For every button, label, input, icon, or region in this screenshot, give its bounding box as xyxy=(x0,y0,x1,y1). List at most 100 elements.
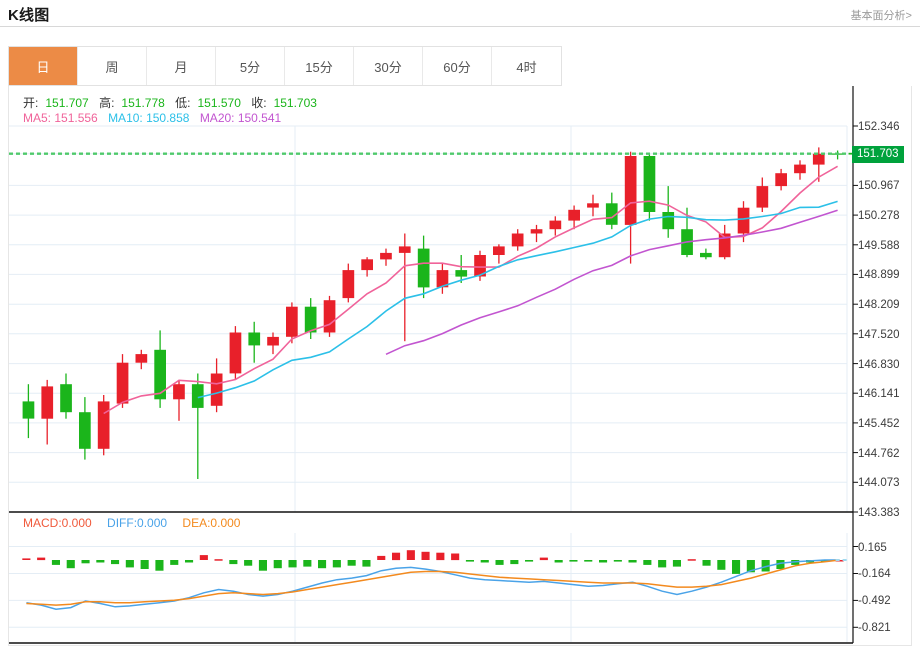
macd-histogram-bar xyxy=(628,560,637,563)
candle-body xyxy=(436,270,449,288)
candle-body xyxy=(530,229,543,234)
high-label: 高: xyxy=(99,96,115,110)
tab-label: 60分 xyxy=(443,59,471,75)
macd-dea-line xyxy=(26,559,840,606)
candle-body xyxy=(173,384,185,400)
macd-histogram-bar xyxy=(717,560,726,570)
tab-6[interactable]: 60分 xyxy=(423,47,492,85)
macd-histogram-bar xyxy=(332,560,341,568)
tab-2[interactable]: 月 xyxy=(147,47,216,85)
price-tick-label: 145.452 xyxy=(858,417,900,430)
candle-body xyxy=(286,306,298,337)
ma10-line xyxy=(197,200,838,399)
macd-histogram-bar xyxy=(761,560,770,572)
candle-body xyxy=(22,401,35,419)
macd-histogram-bar xyxy=(155,560,164,571)
macd-legend: MACD:0.000 DIFF:0.000 DEA:0.000 xyxy=(23,516,252,530)
candle-body xyxy=(756,186,769,208)
macd-histogram-bar xyxy=(539,557,548,561)
tab-4[interactable]: 15分 xyxy=(285,47,354,85)
tab-3[interactable]: 5分 xyxy=(216,47,285,85)
tab-label: 30分 xyxy=(374,59,402,75)
price-tick-label: 150.967 xyxy=(858,180,900,193)
chart-container[interactable]: 开: 151.707 高: 151.778 低: 151.570 收: 151.703 … xyxy=(8,86,912,646)
high-value: 151.778 xyxy=(121,96,165,110)
tab-5[interactable]: 30分 xyxy=(354,47,423,85)
ma-legend: MA5: 151.556 MA10: 150.858 MA20: 150.541 xyxy=(23,111,288,125)
macd-histogram-bar xyxy=(569,560,578,562)
price-tick-label: 150.278 xyxy=(858,210,900,223)
macd-histogram-bar xyxy=(81,560,90,564)
candle-body xyxy=(323,300,336,333)
tab-label: 15分 xyxy=(305,59,333,75)
page-header: K线图 基本面分析> xyxy=(0,0,920,27)
macd-tick-label: 0.165 xyxy=(858,541,887,554)
macd-histogram-bar xyxy=(303,560,312,567)
ma20-line xyxy=(385,209,838,356)
candle-body xyxy=(97,401,110,449)
macd-tick-label: -0.821 xyxy=(858,622,891,635)
tab-7[interactable]: 4时 xyxy=(492,47,561,85)
candle-body xyxy=(587,203,599,208)
candle-body xyxy=(41,386,54,419)
macd-histogram-bar xyxy=(288,560,297,568)
candle-body xyxy=(191,384,204,408)
ma10-legend: MA10: 150.858 xyxy=(108,111,190,125)
candle-body xyxy=(624,156,637,225)
candle-body xyxy=(248,332,261,346)
page-title: K线图 xyxy=(8,7,50,24)
open-label: 开: xyxy=(23,96,39,110)
header-divider xyxy=(0,26,920,27)
macd-histogram-bar xyxy=(273,560,282,569)
macd-histogram-bar xyxy=(525,560,534,562)
candle-body xyxy=(267,336,279,346)
macd-diff-line xyxy=(26,559,840,610)
macd-histogram-bar xyxy=(746,560,755,573)
close-label: 收: xyxy=(251,96,267,110)
macd-histogram-bar xyxy=(495,560,504,565)
tab-label: 4时 xyxy=(516,59,537,75)
open-value: 151.707 xyxy=(45,96,89,110)
tab-label: 周 xyxy=(105,59,119,75)
candle-body xyxy=(342,270,355,299)
candle-body xyxy=(737,207,750,234)
candle-body xyxy=(304,306,317,333)
tab-0[interactable]: 日 xyxy=(9,47,78,85)
timeframe-tabbar: 日 周 月 5分 15分 30分 60分 4时 xyxy=(8,46,562,86)
macd-histogram-bar xyxy=(776,560,785,569)
fundamental-analysis-link[interactable]: 基本面分析> xyxy=(850,10,912,22)
macd-histogram-bar xyxy=(436,552,445,561)
candle-body xyxy=(116,362,129,404)
macd-histogram-bar xyxy=(406,550,415,560)
price-tick-label: 143.383 xyxy=(858,507,900,519)
tab-label: 日 xyxy=(36,59,50,75)
tab-label: 5分 xyxy=(239,59,261,75)
macd-histogram-bar xyxy=(465,560,474,562)
macd-histogram-bar xyxy=(244,560,253,566)
macd-histogram-bar xyxy=(392,552,401,561)
ma5-legend: MA5: 151.556 xyxy=(23,111,98,125)
candle-body xyxy=(210,373,223,406)
candle-body xyxy=(380,252,392,260)
macd-histogram-bar xyxy=(347,560,356,566)
candle-body xyxy=(493,246,505,255)
macd-histogram-bar xyxy=(362,560,371,567)
candle-body xyxy=(229,332,242,374)
macd-histogram-bar xyxy=(125,560,134,568)
macd-histogram-bar xyxy=(377,555,386,560)
candle-body xyxy=(549,220,562,230)
macd-histogram-bar xyxy=(185,560,194,563)
tab-1[interactable]: 周 xyxy=(78,47,147,85)
candle-body xyxy=(60,384,72,413)
macd-histogram-bar xyxy=(421,551,430,560)
candle-body xyxy=(455,270,468,277)
macd-histogram-bar xyxy=(214,559,223,561)
candle-body xyxy=(643,156,656,212)
chart-canvas[interactable] xyxy=(9,86,911,644)
candle-body xyxy=(700,252,712,258)
ohlc-legend: 开: 151.707 高: 151.778 低: 151.570 收: 151.703 xyxy=(23,94,324,111)
price-tick-label: 148.209 xyxy=(858,299,900,312)
tab-label: 月 xyxy=(174,59,188,75)
macd-histogram-bar xyxy=(170,560,179,565)
